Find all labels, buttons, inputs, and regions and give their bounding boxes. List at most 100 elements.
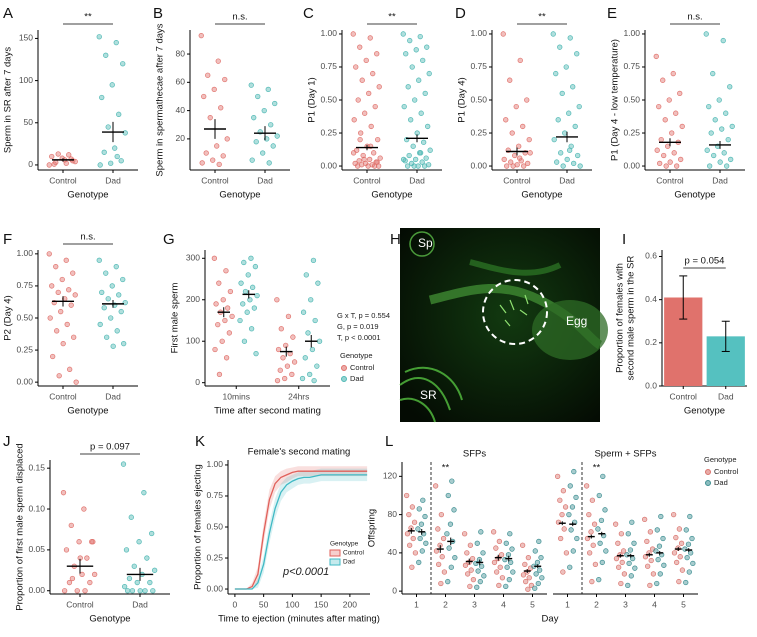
data-point [105, 296, 111, 302]
data-point [411, 163, 417, 169]
data-point [82, 588, 88, 594]
data-point [616, 564, 622, 570]
data-point [53, 264, 59, 270]
y-axis-label: Proportion of females with [615, 263, 626, 373]
data-point [670, 511, 677, 518]
data-point [621, 571, 628, 577]
legend-swatch [329, 549, 341, 557]
data-point [218, 105, 224, 111]
data-point [71, 334, 77, 340]
data-point [289, 371, 295, 378]
data-point [359, 77, 365, 83]
data-point [403, 492, 410, 499]
data-point [105, 124, 111, 130]
data-point [205, 72, 211, 78]
data-point [665, 143, 671, 149]
x-tick-label: 3 [472, 599, 477, 609]
x-tick-label: 5 [681, 599, 686, 609]
data-point [575, 152, 581, 159]
signif-label: p = 0.097 [90, 442, 130, 453]
y-axis-label: First male sperm [170, 283, 181, 354]
data-point [589, 497, 596, 503]
data-point [518, 158, 524, 164]
data-point [526, 575, 532, 581]
data-point [108, 315, 114, 321]
x-tick-label: 200 [343, 599, 357, 609]
data-point [46, 162, 52, 168]
data-point [650, 571, 657, 577]
y-tick-label: 0.25 [206, 552, 223, 562]
data-point [690, 560, 696, 567]
data-point [58, 308, 64, 315]
data-point [76, 539, 82, 545]
data-point [648, 557, 654, 564]
data-point [112, 145, 118, 151]
stat-annotation: G x T, p = 0.554 [337, 311, 390, 320]
data-point [272, 100, 278, 107]
data-point [494, 569, 500, 575]
data-point [481, 573, 487, 579]
data-point [576, 103, 582, 110]
data-point [438, 580, 444, 587]
data-point [574, 51, 580, 57]
stat-annotation: T, p < 0.0001 [337, 333, 381, 342]
data-point [405, 84, 411, 90]
panel-letter: B [153, 5, 163, 22]
line [234, 470, 368, 590]
legend-swatch [329, 558, 341, 566]
data-point [47, 315, 53, 321]
data-point [96, 257, 102, 263]
y-tick-label: 0.75 [16, 280, 33, 290]
data-point [350, 150, 357, 156]
data-point [207, 115, 213, 121]
signif-label: n.s. [687, 12, 702, 23]
data-point [198, 33, 204, 39]
data-point [305, 330, 311, 336]
data-point [507, 531, 513, 537]
data-point [376, 84, 382, 90]
data-point [618, 531, 625, 537]
data-point [253, 139, 259, 145]
data-point [479, 563, 485, 569]
data-point [504, 564, 510, 570]
data-point [716, 97, 722, 103]
legend-title: Genotype [340, 351, 373, 360]
data-point [120, 461, 127, 467]
data-point [510, 569, 516, 575]
data-point [469, 555, 476, 562]
data-point [368, 123, 374, 130]
data-point [477, 578, 483, 585]
data-point [687, 513, 693, 520]
data-point [570, 548, 576, 554]
y-tick-label: 40 [176, 105, 186, 115]
data-point [291, 359, 298, 365]
data-point [517, 155, 523, 161]
data-point [251, 305, 257, 311]
data-point [128, 514, 134, 520]
data-point [475, 568, 481, 574]
ci-band [234, 468, 368, 590]
data-point [203, 150, 209, 156]
data-point [567, 35, 573, 41]
data-point [411, 519, 418, 525]
data-point [445, 492, 451, 499]
data-point [449, 478, 455, 484]
data-point [685, 541, 692, 547]
y-tick-label: 0.50 [623, 94, 640, 104]
x-tick-label: 4 [501, 599, 506, 609]
data-point [314, 363, 320, 369]
data-point [677, 90, 683, 97]
data-point [567, 147, 573, 153]
x-tick-label: Dad [559, 175, 575, 185]
x-tick-label: Control [656, 175, 684, 185]
data-point [114, 153, 120, 160]
data-point [211, 255, 218, 261]
y-tick-label: 0.00 [623, 160, 640, 170]
data-point [557, 497, 563, 503]
y-axis-label: P1 (Day 4 - low temperature) [610, 39, 621, 161]
x-tick-label: 0 [233, 599, 238, 609]
data-point [564, 156, 570, 163]
data-point [251, 115, 257, 121]
data-point [670, 70, 676, 77]
x-tick-label: 150 [314, 599, 328, 609]
